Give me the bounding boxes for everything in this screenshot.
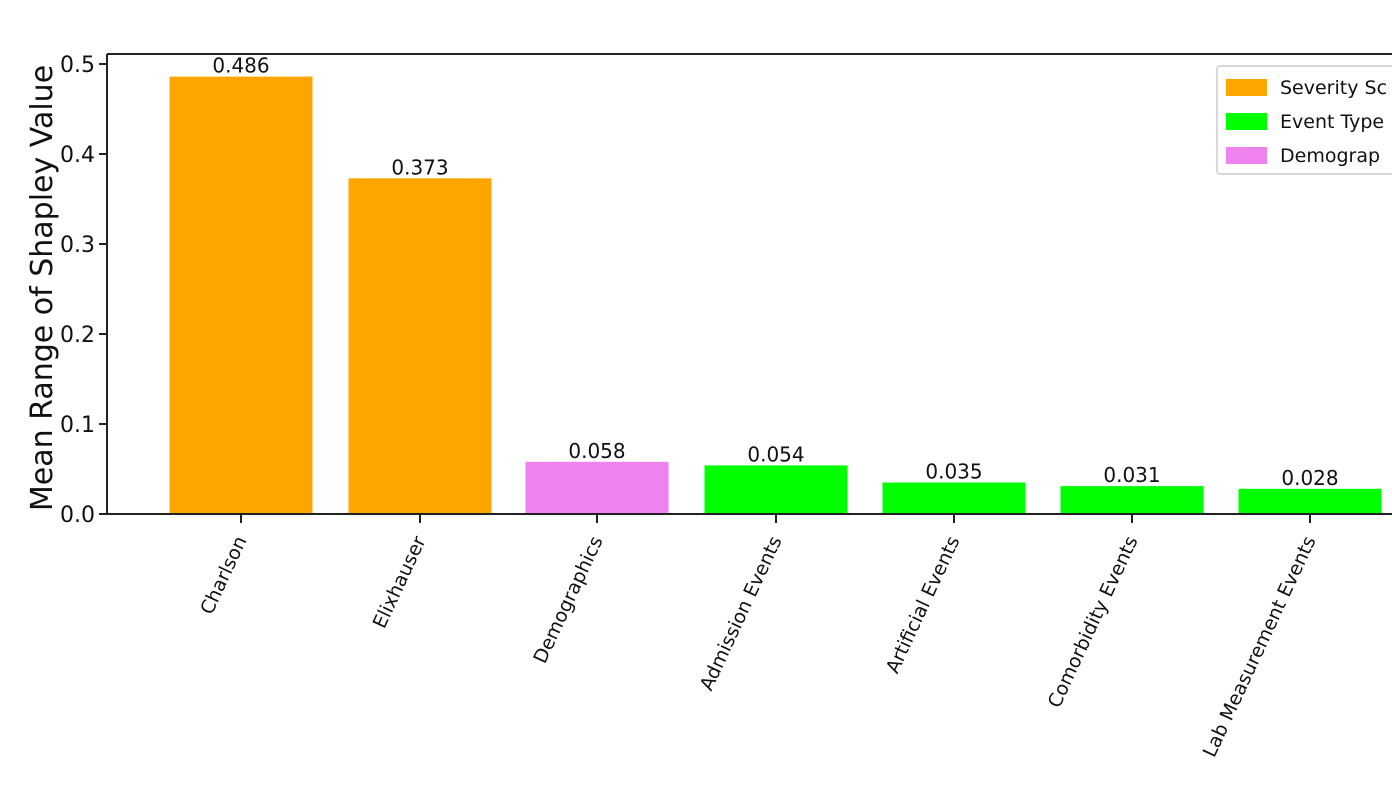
bar-demographics bbox=[525, 461, 669, 514]
legend-label: Demograp bbox=[1280, 145, 1380, 167]
x-tick-label: Elixhauser bbox=[369, 533, 431, 632]
bar-value-label: 0.028 bbox=[1281, 466, 1338, 490]
x-tick-label: Charlson bbox=[196, 533, 251, 618]
y-axis-label: Mean Range of Shapley Value bbox=[25, 65, 60, 511]
bar-value-label: 0.486 bbox=[212, 54, 269, 78]
legend-label: Severity Sc bbox=[1280, 77, 1387, 99]
legend-label: Event Type bbox=[1280, 111, 1384, 133]
bar-artificial-events bbox=[882, 482, 1026, 514]
bar-admission-events bbox=[704, 465, 848, 514]
bar-value-label: 0.054 bbox=[747, 442, 804, 466]
bar-lab-measurement-events bbox=[1238, 488, 1382, 514]
y-tick-label: 0.4 bbox=[60, 143, 95, 168]
bar-elixhauser bbox=[348, 178, 492, 515]
bar-value-label: 0.031 bbox=[1103, 463, 1160, 487]
legend: Severity Sc Event Type Demograp bbox=[1216, 65, 1392, 175]
x-tick-label: Admission Events bbox=[696, 533, 787, 694]
bar-comorbidity-events bbox=[1060, 486, 1204, 514]
legend-swatch bbox=[1226, 79, 1267, 96]
x-tick-label: Demographics bbox=[529, 533, 607, 667]
bar-value-label: 0.058 bbox=[568, 439, 625, 463]
y-tick-label: 0.0 bbox=[60, 503, 95, 528]
bar-value-label: 0.035 bbox=[925, 460, 982, 484]
x-tick-label: Artificial Events bbox=[882, 533, 965, 677]
bar-charlson bbox=[169, 76, 313, 514]
legend-swatch bbox=[1226, 113, 1267, 130]
y-tick-label: 0.5 bbox=[60, 53, 95, 78]
x-tick-label: Lab Measurement Events bbox=[1199, 533, 1321, 761]
y-tick-label: 0.3 bbox=[60, 233, 95, 258]
legend-swatch bbox=[1226, 147, 1267, 164]
y-tick-label: 0.2 bbox=[60, 323, 95, 348]
y-tick-label: 0.1 bbox=[60, 413, 95, 438]
bar-value-label: 0.373 bbox=[391, 155, 448, 179]
x-tick-label: Comorbidity Events bbox=[1044, 533, 1143, 711]
